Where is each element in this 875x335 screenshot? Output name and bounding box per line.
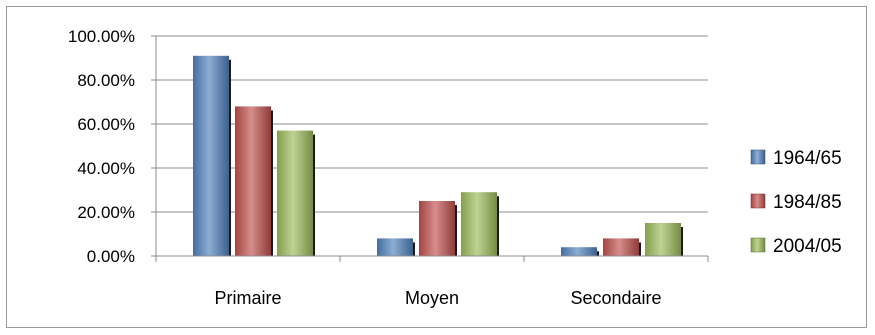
chart-frame <box>6 6 867 328</box>
x-category-label: Primaire <box>214 288 281 308</box>
bar-shadow <box>497 196 499 256</box>
bar-2004-05-secondaire <box>645 223 681 256</box>
bar-1964-65-secondaire <box>561 247 597 256</box>
bar-shadow <box>229 59 231 256</box>
y-tick-label: 60.00% <box>77 115 135 134</box>
bar-shadow <box>639 242 641 256</box>
legend-swatch <box>750 193 766 209</box>
y-tick-label: 100.00% <box>68 27 135 46</box>
y-tick-label: 80.00% <box>77 71 135 90</box>
x-category-label: Moyen <box>405 288 459 308</box>
y-tick-label: 0.00% <box>87 247 135 266</box>
bar-1984-85-moyen <box>419 201 455 256</box>
bar-1984-85-primaire <box>235 106 271 257</box>
legend-label: 1964/65 <box>773 148 842 169</box>
bar-shadow <box>681 227 683 256</box>
bar-shadow <box>271 110 273 257</box>
legend-label: 2004/05 <box>773 236 842 257</box>
bar-shadow <box>413 242 415 256</box>
bar-shadow <box>313 134 315 256</box>
y-tick-label: 40.00% <box>77 159 135 178</box>
legend-label: 1984/85 <box>773 192 842 213</box>
bar-shadow <box>597 251 599 256</box>
bar-2004-05-primaire <box>277 130 313 256</box>
bar-1984-85-secondaire <box>603 238 639 256</box>
bar-1964-65-moyen <box>377 238 413 256</box>
y-tick-label: 20.00% <box>77 203 135 222</box>
bar-shadow <box>455 205 457 256</box>
bar-2004-05-moyen <box>461 192 497 256</box>
legend-swatch <box>750 237 766 253</box>
legend-swatch <box>750 149 766 165</box>
x-category-label: Secondaire <box>570 288 661 308</box>
bar-1964-65-primaire <box>193 55 229 256</box>
